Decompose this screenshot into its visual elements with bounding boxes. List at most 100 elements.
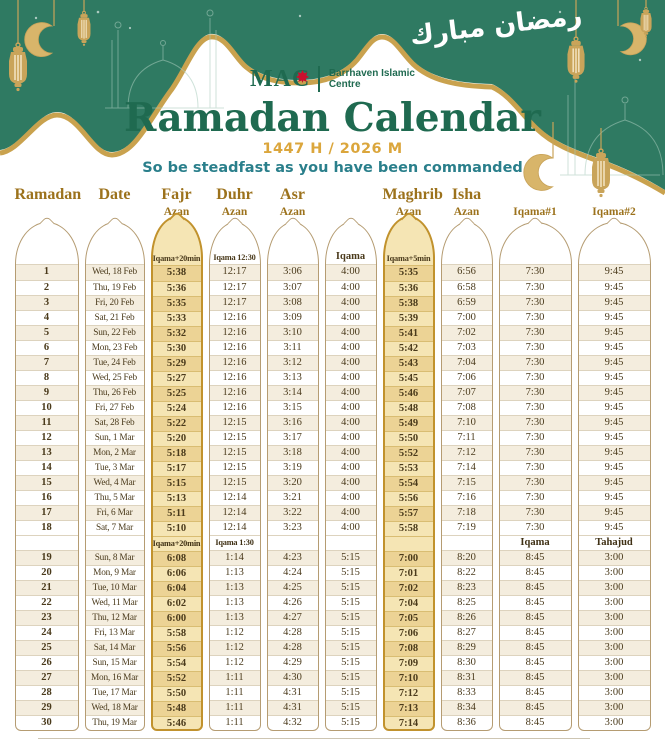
cell-asr_iqama: 4:00: [325, 505, 376, 520]
cell-day: 13: [15, 445, 78, 460]
cell-isha: 8:34: [441, 700, 492, 715]
cell-duhr: 1:12: [209, 655, 260, 670]
gold-ribbon: [0, 34, 665, 196]
cell-fajr: 5:11: [152, 506, 201, 521]
cell-day: 16: [15, 490, 78, 505]
column-tower: 1 2 3 4 5 6 7 8 9 10 11 12 13 14 15 16 17 18 19 20 21 22 23 24 2…: [14, 222, 79, 731]
cell-iqama1: 7:30: [499, 490, 571, 505]
column-header: Iqama#2: [578, 185, 651, 222]
cell-duhr: 12:16: [209, 340, 260, 355]
cell-iqama2: 3:00: [578, 655, 650, 670]
dome-label: [441, 223, 492, 265]
column-title: Fajr: [161, 186, 192, 203]
cell-day: 19: [15, 550, 78, 565]
cell-maghrib: 5:56: [384, 491, 433, 506]
cell-date: Mon, 23 Feb: [85, 340, 144, 355]
cell-asr: 4:31: [267, 700, 318, 715]
cell-date: Wed, 18 Mar: [85, 700, 144, 715]
cell-date: Sun, 22 Feb: [85, 325, 144, 340]
cell-asr: 4:28: [267, 625, 318, 640]
cell-iqama1: 8:45: [499, 685, 571, 700]
cell-duhr: 1:13: [209, 580, 260, 595]
cell-isha: 8:33: [441, 685, 492, 700]
cell-fajr: 5:29: [152, 356, 201, 371]
column-tower: Iqama+5min 5:35 5:36 5:38 5:39 5:41 5:42 5:43 5…: [382, 216, 435, 731]
cell-maghrib: 7:02: [384, 581, 433, 596]
cell-asr_iqama: 5:15: [325, 550, 376, 565]
cell-duhr: 12:16: [209, 370, 260, 385]
cell-asr: 3:21: [267, 490, 318, 505]
cell-isha: 8:30: [441, 655, 492, 670]
cell-iqama1: 8:45: [499, 670, 571, 685]
column-rows: 9:45 9:45 9:45 9:45 9:45 9:45 9:45 9:45 9:45 9:45…: [578, 265, 650, 730]
cell-iqama1: 7:30: [499, 520, 571, 535]
cell-iqama1: 8:45: [499, 580, 571, 595]
cell-day: 1: [15, 265, 78, 280]
cell-duhr: 12:16: [209, 355, 260, 370]
cell-date: Thu, 26 Feb: [85, 385, 144, 400]
cell-iqama1: 7:30: [499, 280, 571, 295]
cell-fajr: 5:56: [152, 641, 201, 656]
cell-fajr: 5:25: [152, 386, 201, 401]
cell-maghrib: 5:41: [384, 326, 433, 341]
cell-duhr: 12:14: [209, 520, 260, 535]
cell-duhr: 12:16: [209, 325, 260, 340]
cell-duhr: 12:14: [209, 490, 260, 505]
cell-day: 15: [15, 475, 78, 490]
cell-iqama1: 7:30: [499, 430, 571, 445]
cell-date: Fri, 20 Feb: [85, 295, 144, 310]
cell-iqama2: 9:45: [578, 490, 650, 505]
cell-iqama1: 8:45: [499, 595, 571, 610]
column-rows: 5:35 5:36 5:38 5:39 5:41 5:42 5:43 5:45 5:46 5:48…: [384, 266, 433, 729]
cell-fajr: 5:30: [152, 341, 201, 356]
cell-day: 4: [15, 310, 78, 325]
cell-isha: 6:59: [441, 295, 492, 310]
cell-iqama2: 3:00: [578, 580, 650, 595]
cell-day: 20: [15, 565, 78, 580]
cell-isha: 7:06: [441, 370, 492, 385]
cell-asr_iqama: 4:00: [325, 265, 376, 280]
cell-asr_iqama: 5:15: [325, 715, 376, 730]
cell-maghrib: 5:42: [384, 341, 433, 356]
cell-asr_iqama: 5:15: [325, 610, 376, 625]
column-rows: 3:06 3:07 3:08 3:09 3:10 3:11 3:12 3:13 3:14 3:15…: [267, 265, 318, 730]
cell-duhr: 12:17: [209, 295, 260, 310]
cell-day: 25: [15, 640, 78, 655]
cell-fajr: 5:36: [152, 281, 201, 296]
column-iqama2: Iqama#2 9:45 9:45 9:45 9:45 9:45 9:45 9:45 9:45…: [577, 185, 651, 731]
cell-iqama1: 7:30: [499, 445, 571, 460]
cell-iqama1: 8:45: [499, 565, 571, 580]
mid-header-asr_iqama: [325, 535, 376, 550]
cell-iqama1: 7:30: [499, 370, 571, 385]
cell-iqama1: 8:45: [499, 550, 571, 565]
cell-asr_iqama: 4:00: [325, 415, 376, 430]
column-tower: 3:06 3:07 3:08 3:09 3:10 3:11 3:12 3:13 3:14 3:15…: [266, 222, 319, 731]
crescent-icon: [24, 0, 55, 58]
cell-date: Wed, 4 Mar: [85, 475, 144, 490]
cell-asr: 3:22: [267, 505, 318, 520]
cell-maghrib: 7:14: [384, 716, 433, 729]
cell-iqama2: 3:00: [578, 625, 650, 640]
cell-isha: 7:03: [441, 340, 492, 355]
cell-maghrib: 5:36: [384, 281, 433, 296]
cell-asr: 3:13: [267, 370, 318, 385]
cell-isha: 6:56: [441, 265, 492, 280]
cell-maghrib: 7:01: [384, 566, 433, 581]
mosque-sketch-left: [105, 9, 224, 109]
cell-duhr: 1:14: [209, 550, 260, 565]
cell-day: 18: [15, 520, 78, 535]
column-asr_iqama: Iqama 4:00 4:00 4:00 4:00 4:00 4:00 4:00 4:00 4:…: [324, 185, 377, 731]
cell-isha: 7:19: [441, 520, 492, 535]
column-maghrib: Maghrib Azan Iqama+5min 5:355:365:385:39…: [382, 185, 443, 731]
cell-asr_iqama: 4:00: [325, 340, 376, 355]
cell-asr_iqama: 4:00: [325, 430, 376, 445]
cell-iqama1: 7:30: [499, 310, 571, 325]
cell-maghrib: 5:49: [384, 416, 433, 431]
cell-iqama1: 7:30: [499, 400, 571, 415]
cell-duhr: 1:13: [209, 610, 260, 625]
cell-day: 23: [15, 610, 78, 625]
column-tower: Iqama 12:30 12:17 12:17 12:17 12:16 12:16 12:…: [208, 222, 261, 731]
cell-day: 17: [15, 505, 78, 520]
cell-fajr: 5:58: [152, 626, 201, 641]
cell-duhr: 12:16: [209, 310, 260, 325]
